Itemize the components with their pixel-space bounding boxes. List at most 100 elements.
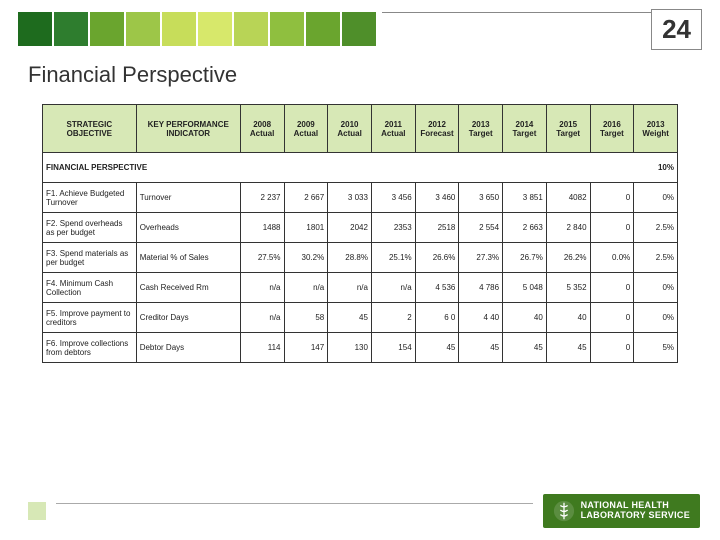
value-cell: 28.8% xyxy=(328,243,372,273)
value-cell: n/a xyxy=(371,273,415,303)
value-cell: 147 xyxy=(284,333,328,363)
value-cell: 2 667 xyxy=(284,183,328,213)
value-cell: 0% xyxy=(634,183,678,213)
page-number: 24 xyxy=(651,9,702,50)
value-cell: n/a xyxy=(240,303,284,333)
value-cell: 3 456 xyxy=(371,183,415,213)
value-cell: 45 xyxy=(328,303,372,333)
header-square xyxy=(18,12,52,46)
value-cell: 45 xyxy=(415,333,459,363)
section-weight: 10% xyxy=(634,153,678,183)
table-row: F5. Improve payment to creditorsCreditor… xyxy=(43,303,678,333)
col-header: 2011 Actual xyxy=(371,105,415,153)
value-cell: 26.7% xyxy=(503,243,547,273)
value-cell: 0 xyxy=(590,303,634,333)
value-cell: 1801 xyxy=(284,213,328,243)
financial-table: STRATEGIC OBJECTIVEKEY PERFORMANCE INDIC… xyxy=(42,104,678,363)
logo-line2: LABORATORY SERVICE xyxy=(581,511,690,521)
value-cell: n/a xyxy=(328,273,372,303)
value-cell: 0% xyxy=(634,273,678,303)
table-row: F4. Minimum Cash CollectionCash Received… xyxy=(43,273,678,303)
value-cell: 0 xyxy=(590,333,634,363)
value-cell: 5 352 xyxy=(546,273,590,303)
value-cell: 30.2% xyxy=(284,243,328,273)
value-cell: 154 xyxy=(371,333,415,363)
objective-cell: F1. Achieve Budgeted Turnover xyxy=(43,183,137,213)
value-cell: 45 xyxy=(546,333,590,363)
value-cell: 2042 xyxy=(328,213,372,243)
kpi-cell: Cash Received Rm xyxy=(136,273,240,303)
value-cell: 3 851 xyxy=(503,183,547,213)
value-cell: 0 xyxy=(590,213,634,243)
value-cell: 130 xyxy=(328,333,372,363)
value-cell: 3 650 xyxy=(459,183,503,213)
col-header: 2014 Target xyxy=(503,105,547,153)
objective-cell: F3. Spend materials as per budget xyxy=(43,243,137,273)
top-rule: 24 xyxy=(382,12,702,50)
value-cell: 2 663 xyxy=(503,213,547,243)
header-squares xyxy=(18,8,376,50)
value-cell: 40 xyxy=(503,303,547,333)
objective-cell: F2. Spend overheads as per budget xyxy=(43,213,137,243)
header-square xyxy=(90,12,124,46)
header-square xyxy=(234,12,268,46)
value-cell: 0 xyxy=(590,183,634,213)
header-square xyxy=(306,12,340,46)
header-square xyxy=(126,12,160,46)
table-body: FINANCIAL PERSPECTIVE10%F1. Achieve Budg… xyxy=(43,153,678,363)
table-header-row: STRATEGIC OBJECTIVEKEY PERFORMANCE INDIC… xyxy=(43,105,678,153)
value-cell: 40 xyxy=(546,303,590,333)
col-header: 2013 Target xyxy=(459,105,503,153)
table-row: F2. Spend overheads as per budgetOverhea… xyxy=(43,213,678,243)
table-head: STRATEGIC OBJECTIVEKEY PERFORMANCE INDIC… xyxy=(43,105,678,153)
value-cell: 0.0% xyxy=(590,243,634,273)
header-square xyxy=(270,12,304,46)
financial-table-wrap: STRATEGIC OBJECTIVEKEY PERFORMANCE INDIC… xyxy=(42,104,678,363)
col-header: 2010 Actual xyxy=(328,105,372,153)
objective-cell: F4. Minimum Cash Collection xyxy=(43,273,137,303)
top-bar: 24 xyxy=(18,8,702,50)
value-cell: 26.6% xyxy=(415,243,459,273)
table-row: F3. Spend materials as per budgetMateria… xyxy=(43,243,678,273)
value-cell: 45 xyxy=(459,333,503,363)
kpi-cell: Turnover xyxy=(136,183,240,213)
value-cell: 2 840 xyxy=(546,213,590,243)
value-cell: 27.3% xyxy=(459,243,503,273)
col-header: 2015 Target xyxy=(546,105,590,153)
objective-cell: F6. Improve collections from debtors xyxy=(43,333,137,363)
value-cell: 26.2% xyxy=(546,243,590,273)
footer-rule xyxy=(56,503,533,504)
col-header: KEY PERFORMANCE INDICATOR xyxy=(136,105,240,153)
value-cell: 3 033 xyxy=(328,183,372,213)
col-header: 2016 Target xyxy=(590,105,634,153)
value-cell: 27.5% xyxy=(240,243,284,273)
col-header: 2012 Forecast xyxy=(415,105,459,153)
col-header: 2009 Actual xyxy=(284,105,328,153)
value-cell: 0% xyxy=(634,303,678,333)
col-header: STRATEGIC OBJECTIVE xyxy=(43,105,137,153)
value-cell: n/a xyxy=(240,273,284,303)
header-square xyxy=(342,12,376,46)
value-cell: 3 460 xyxy=(415,183,459,213)
value-cell: 2518 xyxy=(415,213,459,243)
value-cell: 4082 xyxy=(546,183,590,213)
value-cell: 2 554 xyxy=(459,213,503,243)
value-cell: 4 786 xyxy=(459,273,503,303)
col-header: 2008 Actual xyxy=(240,105,284,153)
value-cell: 1488 xyxy=(240,213,284,243)
kpi-cell: Material % of Sales xyxy=(136,243,240,273)
value-cell: 2353 xyxy=(371,213,415,243)
value-cell: 0 xyxy=(590,273,634,303)
value-cell: 5 048 xyxy=(503,273,547,303)
footer-square-icon xyxy=(28,502,46,520)
value-cell: 4 536 xyxy=(415,273,459,303)
value-cell: 114 xyxy=(240,333,284,363)
objective-cell: F5. Improve payment to creditors xyxy=(43,303,137,333)
value-cell: 5% xyxy=(634,333,678,363)
table-row: F1. Achieve Budgeted TurnoverTurnover2 2… xyxy=(43,183,678,213)
kpi-cell: Creditor Days xyxy=(136,303,240,333)
kpi-cell: Debtor Days xyxy=(136,333,240,363)
value-cell: 2 237 xyxy=(240,183,284,213)
value-cell: n/a xyxy=(284,273,328,303)
value-cell: 6 0 xyxy=(415,303,459,333)
